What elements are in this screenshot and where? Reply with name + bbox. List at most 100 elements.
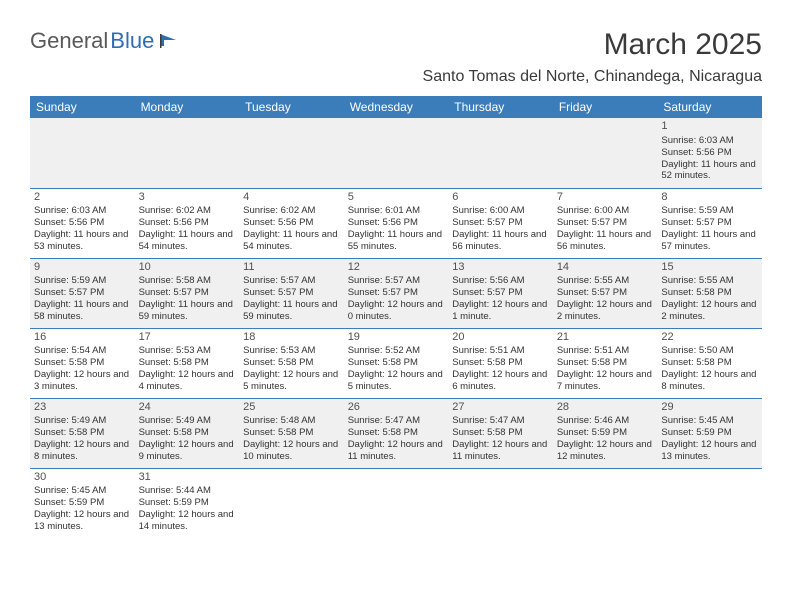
daylight-text: Daylight: 12 hours and 11 minutes. — [452, 439, 549, 463]
day-number: 13 — [452, 261, 549, 275]
calendar-day-cell: 23Sunrise: 5:49 AMSunset: 5:58 PMDayligh… — [30, 398, 135, 468]
calendar-day-cell — [344, 468, 449, 538]
sunrise-text: Sunrise: 5:58 AM — [139, 275, 236, 287]
daylight-text: Daylight: 12 hours and 2 minutes. — [557, 299, 654, 323]
daylight-text: Daylight: 12 hours and 8 minutes. — [661, 369, 758, 393]
sunset-text: Sunset: 5:58 PM — [452, 427, 549, 439]
day-number: 24 — [139, 401, 236, 415]
calendar-day-cell: 3Sunrise: 6:02 AMSunset: 5:56 PMDaylight… — [135, 188, 240, 258]
day-number: 10 — [139, 261, 236, 275]
sunrise-text: Sunrise: 6:03 AM — [34, 205, 131, 217]
calendar-day-cell: 18Sunrise: 5:53 AMSunset: 5:58 PMDayligh… — [239, 328, 344, 398]
weekday-header: Wednesday — [344, 96, 449, 118]
daylight-text: Daylight: 12 hours and 11 minutes. — [348, 439, 445, 463]
calendar-week-row: 23Sunrise: 5:49 AMSunset: 5:58 PMDayligh… — [30, 398, 762, 468]
daylight-text: Daylight: 11 hours and 59 minutes. — [243, 299, 340, 323]
day-number: 9 — [34, 261, 131, 275]
sunset-text: Sunset: 5:57 PM — [557, 217, 654, 229]
calendar-week-row: 1Sunrise: 6:03 AMSunset: 5:56 PMDaylight… — [30, 118, 762, 188]
sunrise-text: Sunrise: 5:51 AM — [557, 345, 654, 357]
calendar-day-cell: 24Sunrise: 5:49 AMSunset: 5:58 PMDayligh… — [135, 398, 240, 468]
day-number: 15 — [661, 261, 758, 275]
calendar-day-cell: 21Sunrise: 5:51 AMSunset: 5:58 PMDayligh… — [553, 328, 658, 398]
day-number: 16 — [34, 331, 131, 345]
weekday-header: Sunday — [30, 96, 135, 118]
sunset-text: Sunset: 5:56 PM — [139, 217, 236, 229]
sunrise-text: Sunrise: 5:46 AM — [557, 415, 654, 427]
day-number: 18 — [243, 331, 340, 345]
daylight-text: Daylight: 11 hours and 54 minutes. — [243, 229, 340, 253]
calendar-day-cell — [239, 468, 344, 538]
daylight-text: Daylight: 12 hours and 0 minutes. — [348, 299, 445, 323]
sunset-text: Sunset: 5:58 PM — [452, 357, 549, 369]
month-title: March 2025 — [423, 28, 762, 62]
logo-text-blue: Blue — [110, 28, 154, 54]
calendar-week-row: 9Sunrise: 5:59 AMSunset: 5:57 PMDaylight… — [30, 258, 762, 328]
daylight-text: Daylight: 12 hours and 3 minutes. — [34, 369, 131, 393]
sunrise-text: Sunrise: 6:02 AM — [243, 205, 340, 217]
daylight-text: Daylight: 12 hours and 1 minute. — [452, 299, 549, 323]
calendar-day-cell: 29Sunrise: 5:45 AMSunset: 5:59 PMDayligh… — [657, 398, 762, 468]
daylight-text: Daylight: 12 hours and 7 minutes. — [557, 369, 654, 393]
sunrise-text: Sunrise: 5:55 AM — [557, 275, 654, 287]
sunrise-text: Sunrise: 5:47 AM — [348, 415, 445, 427]
sunrise-text: Sunrise: 5:56 AM — [452, 275, 549, 287]
calendar-day-cell — [448, 118, 553, 188]
sunrise-text: Sunrise: 5:51 AM — [452, 345, 549, 357]
calendar-day-cell: 19Sunrise: 5:52 AMSunset: 5:58 PMDayligh… — [344, 328, 449, 398]
sunset-text: Sunset: 5:58 PM — [34, 357, 131, 369]
sunrise-text: Sunrise: 5:49 AM — [139, 415, 236, 427]
sunset-text: Sunset: 5:56 PM — [348, 217, 445, 229]
calendar-day-cell: 30Sunrise: 5:45 AMSunset: 5:59 PMDayligh… — [30, 468, 135, 538]
daylight-text: Daylight: 12 hours and 6 minutes. — [452, 369, 549, 393]
sunset-text: Sunset: 5:59 PM — [557, 427, 654, 439]
calendar-week-row: 30Sunrise: 5:45 AMSunset: 5:59 PMDayligh… — [30, 468, 762, 538]
day-number: 1 — [661, 120, 758, 134]
sunrise-text: Sunrise: 5:44 AM — [139, 485, 236, 497]
sunset-text: Sunset: 5:59 PM — [34, 497, 131, 509]
weekday-header: Friday — [553, 96, 658, 118]
calendar-day-cell: 15Sunrise: 5:55 AMSunset: 5:58 PMDayligh… — [657, 258, 762, 328]
daylight-text: Daylight: 11 hours and 56 minutes. — [557, 229, 654, 253]
day-number: 3 — [139, 191, 236, 205]
calendar-day-cell: 8Sunrise: 5:59 AMSunset: 5:57 PMDaylight… — [657, 188, 762, 258]
day-number: 12 — [348, 261, 445, 275]
day-number: 2 — [34, 191, 131, 205]
calendar-day-cell: 28Sunrise: 5:46 AMSunset: 5:59 PMDayligh… — [553, 398, 658, 468]
sunset-text: Sunset: 5:57 PM — [348, 287, 445, 299]
calendar-day-cell — [553, 118, 658, 188]
calendar-table: SundayMondayTuesdayWednesdayThursdayFrid… — [30, 96, 762, 538]
calendar-day-cell — [448, 468, 553, 538]
calendar-day-cell: 20Sunrise: 5:51 AMSunset: 5:58 PMDayligh… — [448, 328, 553, 398]
calendar-body: 1Sunrise: 6:03 AMSunset: 5:56 PMDaylight… — [30, 118, 762, 538]
sunset-text: Sunset: 5:59 PM — [661, 427, 758, 439]
calendar-day-cell: 26Sunrise: 5:47 AMSunset: 5:58 PMDayligh… — [344, 398, 449, 468]
calendar-day-cell: 25Sunrise: 5:48 AMSunset: 5:58 PMDayligh… — [239, 398, 344, 468]
daylight-text: Daylight: 11 hours and 58 minutes. — [34, 299, 131, 323]
sunrise-text: Sunrise: 5:54 AM — [34, 345, 131, 357]
calendar-day-cell: 31Sunrise: 5:44 AMSunset: 5:59 PMDayligh… — [135, 468, 240, 538]
calendar-day-cell — [239, 118, 344, 188]
day-number: 28 — [557, 401, 654, 415]
daylight-text: Daylight: 11 hours and 53 minutes. — [34, 229, 131, 253]
sunset-text: Sunset: 5:58 PM — [243, 357, 340, 369]
sunset-text: Sunset: 5:56 PM — [34, 217, 131, 229]
sunset-text: Sunset: 5:57 PM — [452, 287, 549, 299]
daylight-text: Daylight: 12 hours and 9 minutes. — [139, 439, 236, 463]
day-number: 5 — [348, 191, 445, 205]
calendar-day-cell: 2Sunrise: 6:03 AMSunset: 5:56 PMDaylight… — [30, 188, 135, 258]
daylight-text: Daylight: 11 hours and 52 minutes. — [661, 159, 758, 183]
location-subtitle: Santo Tomas del Norte, Chinandega, Nicar… — [423, 68, 762, 86]
calendar-day-cell: 4Sunrise: 6:02 AMSunset: 5:56 PMDaylight… — [239, 188, 344, 258]
sunrise-text: Sunrise: 6:03 AM — [661, 135, 758, 147]
sunset-text: Sunset: 5:58 PM — [243, 427, 340, 439]
calendar-day-cell: 6Sunrise: 6:00 AMSunset: 5:57 PMDaylight… — [448, 188, 553, 258]
sunset-text: Sunset: 5:57 PM — [452, 217, 549, 229]
calendar-day-cell — [657, 468, 762, 538]
calendar-day-cell — [30, 118, 135, 188]
sunset-text: Sunset: 5:57 PM — [139, 287, 236, 299]
calendar-day-cell — [135, 118, 240, 188]
calendar-day-cell — [344, 118, 449, 188]
sunset-text: Sunset: 5:56 PM — [243, 217, 340, 229]
day-number: 23 — [34, 401, 131, 415]
